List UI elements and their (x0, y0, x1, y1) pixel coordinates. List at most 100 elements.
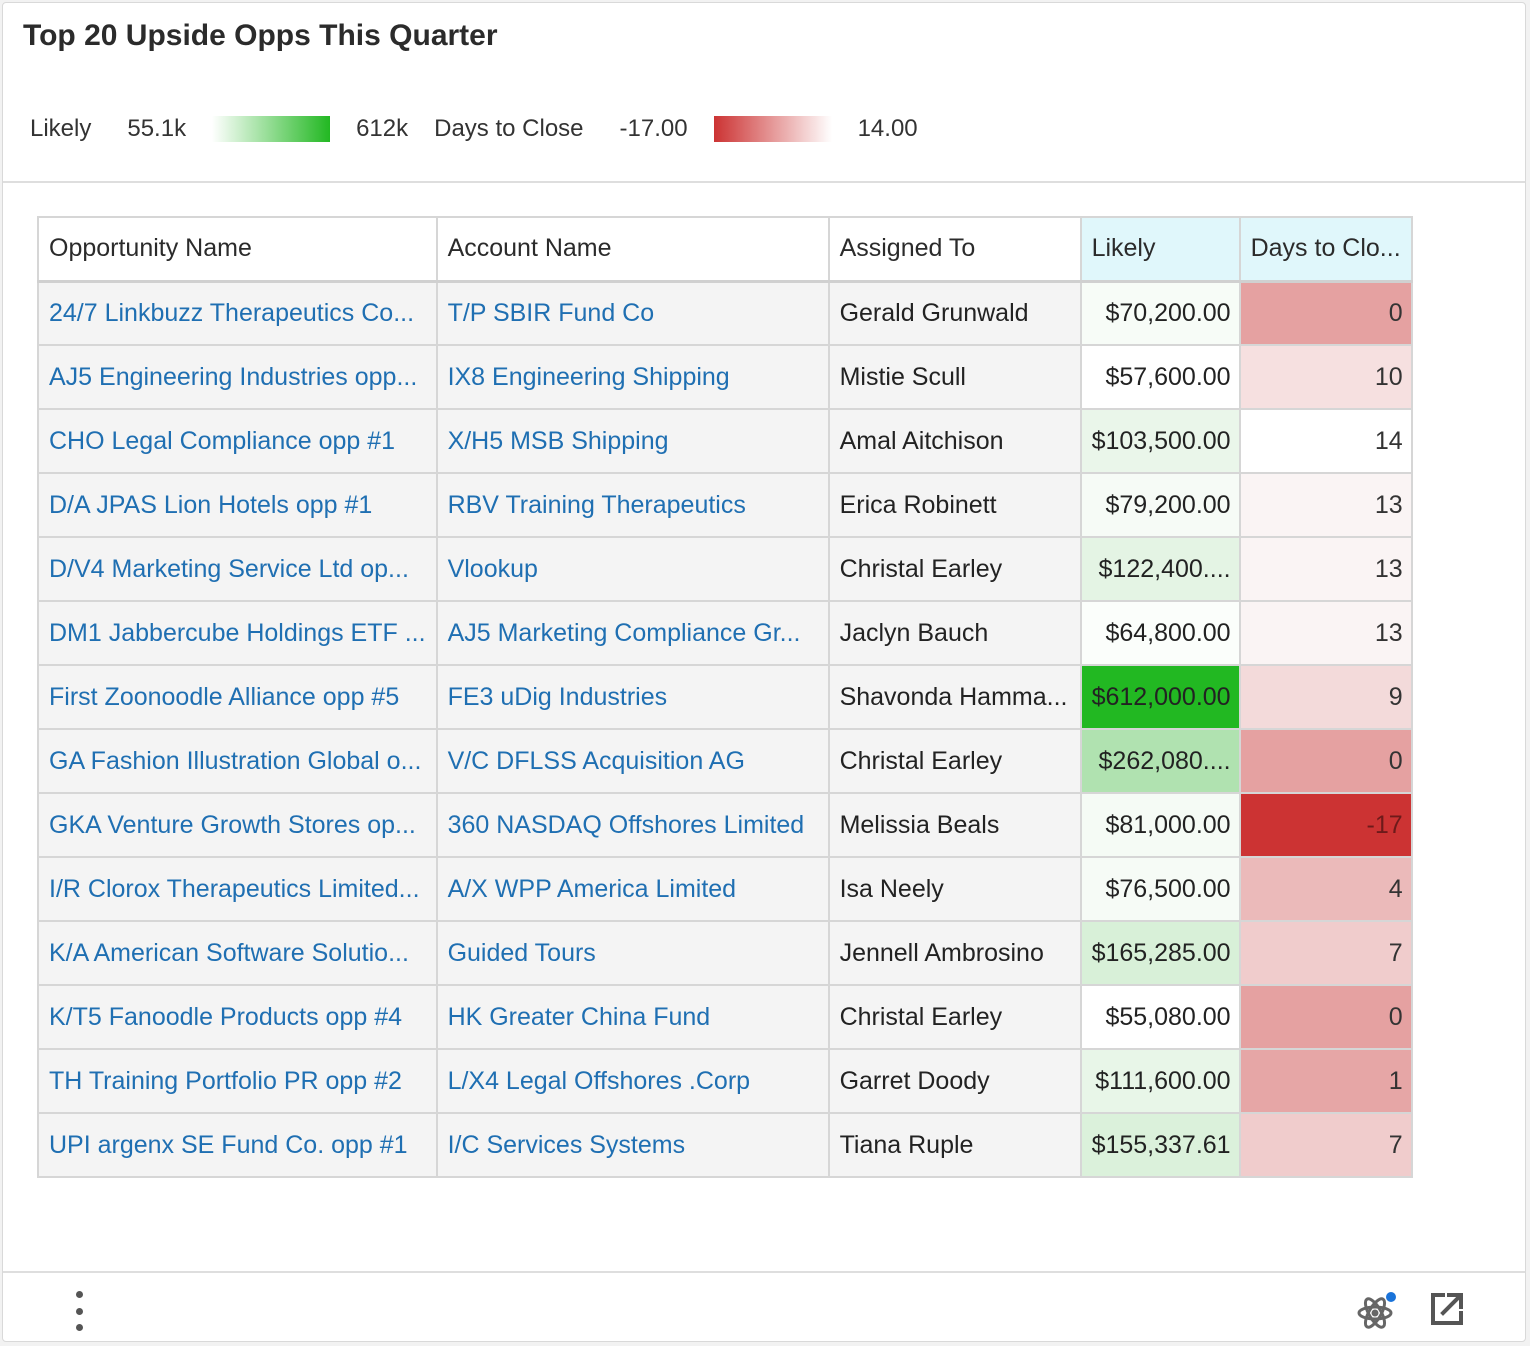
days-to-close-cell: 9 (1238, 664, 1413, 730)
assigned-to-cell: Mistie Scull (827, 344, 1082, 410)
assigned-to-cell: Amal Aitchison (827, 408, 1082, 474)
opportunity-name-link[interactable]: GA Fashion Illustration Global o... (37, 728, 438, 794)
likely-cell: $155,337.61 (1079, 1112, 1241, 1178)
days-to-close-cell: 1 (1238, 1048, 1413, 1114)
days-to-close-cell: 0 (1238, 984, 1413, 1050)
assigned-to-cell: Christal Earley (827, 728, 1082, 794)
opportunity-name-link[interactable]: K/T5 Fanoodle Products opp #4 (37, 984, 438, 1050)
likely-cell: $81,000.00 (1079, 792, 1241, 858)
legend-likely-gradient (212, 116, 331, 142)
table-row: I/R Clorox Therapeutics Limited... A/X WP… (37, 856, 1413, 922)
opportunity-name-link[interactable]: 24/7 Linkbuzz Therapeutics Co... (37, 280, 438, 346)
days-to-close-cell: -17 (1238, 792, 1413, 858)
table-row: GA Fashion Illustration Global o... V/C D… (37, 728, 1413, 794)
external-link-icon[interactable] (1427, 1289, 1467, 1329)
likely-cell: $122,400.... (1079, 536, 1241, 602)
likely-cell: $55,080.00 (1079, 984, 1241, 1050)
opportunity-name-link[interactable]: D/A JPAS Lion Hotels opp #1 (37, 472, 438, 538)
assigned-to-cell: Jennell Ambrosino (827, 920, 1082, 986)
opportunity-name-link[interactable]: DM1 Jabbercube Holdings ETF ... (37, 600, 438, 666)
assigned-to-cell: Christal Earley (827, 984, 1082, 1050)
account-name-link[interactable]: A/X WPP America Limited (435, 856, 830, 922)
opportunity-name-link[interactable]: D/V4 Marketing Service Ltd op... (37, 536, 438, 602)
account-name-link[interactable]: Vlookup (435, 536, 830, 602)
table-row: First Zoonoodle Alliance opp #5 FE3 uDig … (37, 664, 1413, 730)
table-body: 24/7 Linkbuzz Therapeutics Co... T/P SBIR… (37, 280, 1413, 1178)
table-row: DM1 Jabbercube Holdings ETF ... AJ5 Marke… (37, 600, 1413, 666)
days-to-close-cell: 0 (1238, 728, 1413, 794)
legend-likely-min: 55.1k (127, 115, 187, 142)
footer-divider (3, 1271, 1525, 1273)
account-name-link[interactable]: I/C Services Systems (435, 1112, 830, 1178)
likely-cell: $64,800.00 (1079, 600, 1241, 666)
likely-cell: $103,500.00 (1079, 408, 1241, 474)
days-to-close-cell: 13 (1238, 536, 1413, 602)
opportunities-table: Opportunity Name Account Name Assigned T… (37, 216, 1413, 1178)
account-name-link[interactable]: FE3 uDig Industries (435, 664, 830, 730)
days-to-close-cell: 13 (1238, 472, 1413, 538)
likely-cell: $612,000.00 (1079, 664, 1241, 730)
days-to-close-cell: 14 (1238, 408, 1413, 474)
likely-cell: $262,080.... (1079, 728, 1241, 794)
legend-days-label: Days to Close (434, 115, 584, 142)
opportunity-name-link[interactable]: First Zoonoodle Alliance opp #5 (37, 664, 438, 730)
likely-cell: $76,500.00 (1079, 856, 1241, 922)
assigned-to-cell: Garret Doody (827, 1048, 1082, 1114)
opportunity-name-link[interactable]: CHO Legal Compliance opp #1 (37, 408, 438, 474)
assigned-to-cell: Erica Robinett (827, 472, 1082, 538)
assigned-to-cell: Shavonda Hamma... (827, 664, 1082, 730)
days-to-close-cell: 4 (1238, 856, 1413, 922)
days-to-close-cell: 7 (1238, 920, 1413, 986)
dashlet-title: Top 20 Upside Opps This Quarter (23, 19, 498, 52)
account-name-link[interactable]: 360 NASDAQ Offshores Limited (435, 792, 830, 858)
likely-cell: $70,200.00 (1079, 280, 1241, 346)
column-header-opportunity-name[interactable]: Opportunity Name (37, 216, 438, 283)
account-name-link[interactable]: T/P SBIR Fund Co (435, 280, 830, 346)
likely-cell: $79,200.00 (1079, 472, 1241, 538)
kebab-menu-icon[interactable] (69, 1291, 89, 1331)
column-header-days-to-close[interactable]: Days to Clo... (1238, 216, 1413, 283)
table-row: CHO Legal Compliance opp #1 X/H5 MSB Ship… (37, 408, 1413, 474)
legend-days-min: -17.00 (619, 115, 688, 142)
account-name-link[interactable]: RBV Training Therapeutics (435, 472, 830, 538)
assigned-to-cell: Isa Neely (827, 856, 1082, 922)
column-header-likely[interactable]: Likely (1079, 216, 1241, 283)
opportunity-name-link[interactable]: TH Training Portfolio PR opp #2 (37, 1048, 438, 1114)
table-row: GKA Venture Growth Stores op... 360 NASDA… (37, 792, 1413, 858)
table-row: AJ5 Engineering Industries opp... IX8 Eng… (37, 344, 1413, 410)
days-to-close-cell: 7 (1238, 1112, 1413, 1178)
assigned-to-cell: Melissia Beals (827, 792, 1082, 858)
legend-likely-label: Likely (30, 115, 92, 142)
legend-days-max: 14.00 (857, 115, 918, 142)
table-header-row: Opportunity Name Account Name Assigned T… (37, 216, 1413, 283)
assigned-to-cell: Tiana Ruple (827, 1112, 1082, 1178)
table-row: TH Training Portfolio PR opp #2 L/X4 Lega… (37, 1048, 1413, 1114)
account-name-link[interactable]: V/C DFLSS Acquisition AG (435, 728, 830, 794)
table-row: K/T5 Fanoodle Products opp #4 HK Greater … (37, 984, 1413, 1050)
column-header-assigned-to[interactable]: Assigned To (827, 216, 1082, 283)
legend-likely-max: 612k (356, 115, 409, 142)
opportunity-name-link[interactable]: GKA Venture Growth Stores op... (37, 792, 438, 858)
opportunity-name-link[interactable]: I/R Clorox Therapeutics Limited... (37, 856, 438, 922)
account-name-link[interactable]: HK Greater China Fund (435, 984, 830, 1050)
account-name-link[interactable]: AJ5 Marketing Compliance Gr... (435, 600, 830, 666)
days-to-close-cell: 10 (1238, 344, 1413, 410)
opportunity-name-link[interactable]: UPI argenx SE Fund Co. opp #1 (37, 1112, 438, 1178)
legend-days-gradient (713, 116, 832, 142)
atom-icon[interactable] (1355, 1289, 1399, 1333)
likely-cell: $57,600.00 (1079, 344, 1241, 410)
column-header-account-name[interactable]: Account Name (435, 216, 830, 283)
heatmap-legend: Likely 55.1k 612k Days to Close -17.00 1… (30, 111, 944, 147)
opportunity-name-link[interactable]: AJ5 Engineering Industries opp... (37, 344, 438, 410)
account-name-link[interactable]: L/X4 Legal Offshores .Corp (435, 1048, 830, 1114)
opportunity-name-link[interactable]: K/A American Software Solutio... (37, 920, 438, 986)
account-name-link[interactable]: Guided Tours (435, 920, 830, 986)
account-name-link[interactable]: X/H5 MSB Shipping (435, 408, 830, 474)
table-row: UPI argenx SE Fund Co. opp #1 I/C Service… (37, 1112, 1413, 1178)
days-to-close-cell: 13 (1238, 600, 1413, 666)
assigned-to-cell: Jaclyn Bauch (827, 600, 1082, 666)
assigned-to-cell: Gerald Grunwald (827, 280, 1082, 346)
account-name-link[interactable]: IX8 Engineering Shipping (435, 344, 830, 410)
assigned-to-cell: Christal Earley (827, 536, 1082, 602)
